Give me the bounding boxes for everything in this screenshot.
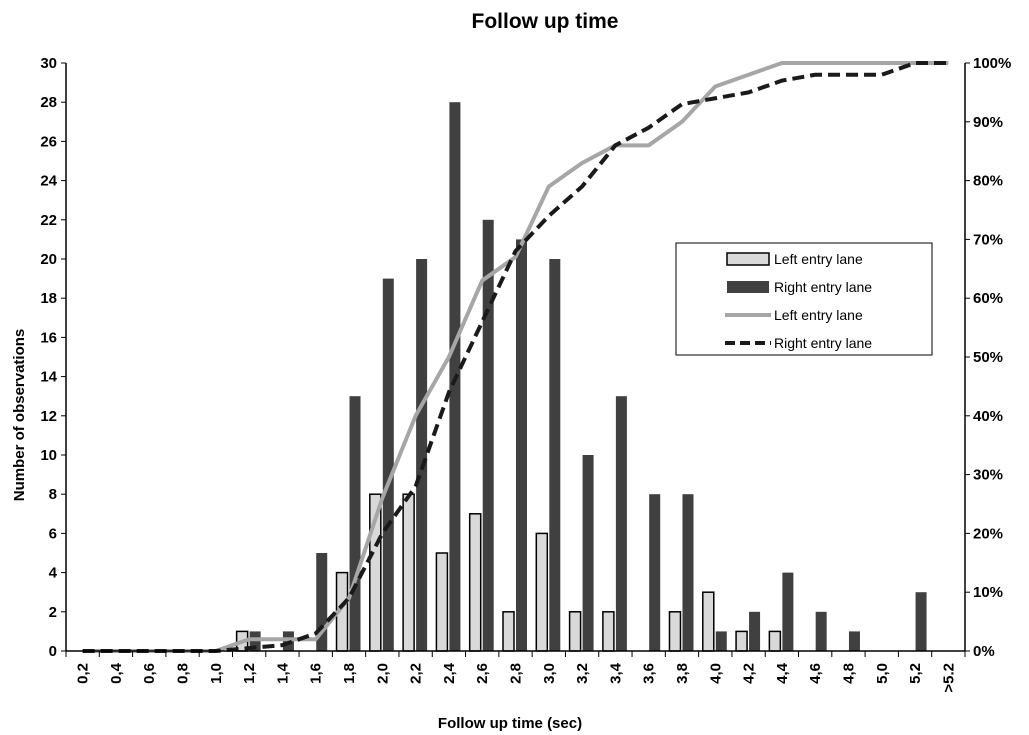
bar-series0-20 (735, 630, 748, 652)
x-tick-label: 3,6 (641, 663, 658, 684)
y-tick-label: 10 (40, 447, 57, 464)
y2-tick-label: 50% (973, 349, 1003, 366)
y-tick-label: 6 (49, 525, 57, 542)
y2-tick-label: 0% (973, 643, 995, 660)
legend: Left entry lane Right entry lane Left entr… (675, 242, 933, 356)
y-tick-label: 14 (40, 369, 57, 386)
y2-tick-label: 60% (973, 290, 1003, 307)
x-tick-label: 5,0 (874, 663, 891, 684)
bar-series0-12 (468, 513, 482, 652)
x-tick-label: 2,2 (408, 663, 425, 684)
bar-series1-9 (382, 278, 394, 651)
bar-series1-14 (549, 259, 561, 651)
x-tick-label: 4,8 (840, 663, 857, 684)
bar-series1-20 (749, 611, 761, 651)
y-tick-label: 20 (40, 251, 57, 268)
y2-tick-label: 30% (973, 467, 1003, 484)
y2-tick-label: 40% (973, 408, 1003, 425)
bar-series1-13 (516, 239, 527, 651)
x-tick-label: 1,6 (308, 663, 325, 684)
bar-series0-14 (535, 532, 549, 652)
bar-series0-16 (602, 611, 615, 652)
y-tick-label: 22 (40, 212, 57, 229)
y-tick-label: 0 (49, 643, 57, 660)
x-tick-label: 3,2 (574, 663, 591, 684)
legend-swatch-1 (727, 281, 769, 293)
x-tick-label: 0,8 (175, 663, 192, 684)
x-tick-label: 3,8 (674, 663, 691, 684)
x-tick-label: 2,0 (374, 663, 391, 684)
bar-series0-13 (502, 611, 515, 652)
bar-series0-21 (768, 630, 782, 652)
bar-series1-22 (815, 611, 827, 651)
y-tick-label: 30 (40, 55, 57, 72)
x-tick-label: 2,4 (441, 662, 458, 684)
bar-series0-11 (435, 552, 449, 652)
x-tick-label: >5.2 (940, 663, 957, 693)
y-tick-label: 16 (40, 329, 57, 346)
bar-series0-15 (568, 611, 582, 652)
x-tick-label: 4,6 (807, 663, 824, 684)
x-axis-title: Follow up time (sec) (438, 715, 582, 732)
bar-series1-15 (582, 455, 594, 651)
line-series3 (82, 61, 949, 653)
bar-series1-12 (482, 219, 494, 652)
y-axis-title: Number of observations (11, 329, 28, 502)
legend-box (675, 242, 933, 356)
y-tick-label: 28 (40, 94, 57, 111)
line-series2 (82, 61, 949, 653)
x-tick-label: 3,4 (607, 662, 624, 684)
x-tick-label: 4,0 (707, 663, 724, 684)
x-tick-label: 1,0 (208, 663, 225, 684)
x-tick-label: 4,2 (741, 663, 758, 684)
y-tick-label: 4 (49, 565, 58, 582)
x-tick-label: 2,6 (474, 663, 491, 684)
legend-label-2: Left entry lane (774, 307, 863, 323)
bar-series1-23 (848, 631, 860, 651)
x-tick-label: 0,2 (75, 663, 92, 684)
legend-swatch-0 (726, 252, 770, 266)
y2-tick-label: 80% (973, 173, 1003, 190)
x-tick-label: 3,0 (541, 663, 558, 684)
chart-title: Follow up time (472, 10, 619, 33)
x-tick-label: 2,8 (508, 663, 525, 684)
bar-series1-21 (782, 572, 794, 651)
bar-series0-19 (702, 591, 715, 652)
y-tick-label: 12 (40, 408, 57, 425)
bar-series0-18 (668, 611, 682, 652)
y-tick-label: 2 (49, 604, 57, 621)
legend-label-1: Right entry lane (774, 279, 872, 295)
y2-tick-label: 20% (973, 525, 1003, 542)
y2-tick-label: 70% (973, 231, 1003, 248)
x-tick-label: 0,6 (141, 663, 158, 684)
x-tick-label: 4,4 (774, 662, 791, 684)
axes-layer: 0246810121416182022242628300%10%20%30%40… (40, 55, 1011, 693)
x-tick-label: 1,2 (241, 663, 258, 684)
legend-label-3: Right entry lane (774, 335, 872, 351)
y2-tick-label: 10% (973, 584, 1003, 601)
x-tick-label: 5,2 (907, 663, 924, 684)
legend-label-0: Left entry lane (774, 251, 863, 267)
x-tick-label: 1,4 (274, 662, 291, 684)
y-tick-label: 18 (40, 290, 57, 307)
y-tick-label: 24 (40, 173, 57, 190)
bar-series1-8 (349, 396, 361, 651)
bar-series0-10 (402, 493, 415, 652)
bar-series1-25 (915, 592, 927, 651)
y2-tick-label: 100% (973, 55, 1011, 72)
bar-series1-16 (615, 396, 627, 651)
x-tick-label: 1,8 (341, 663, 358, 684)
y-tick-label: 26 (40, 133, 57, 150)
bar-series1-7 (316, 553, 328, 651)
y-tick-label: 8 (49, 486, 57, 503)
bar-series1-17 (649, 494, 661, 651)
bar-series1-18 (682, 494, 694, 651)
lines-layer (82, 61, 949, 653)
x-tick-label: 0,4 (108, 662, 125, 684)
bar-series1-10 (416, 259, 428, 651)
y2-tick-label: 90% (973, 114, 1003, 131)
bar-series1-19 (715, 631, 727, 651)
